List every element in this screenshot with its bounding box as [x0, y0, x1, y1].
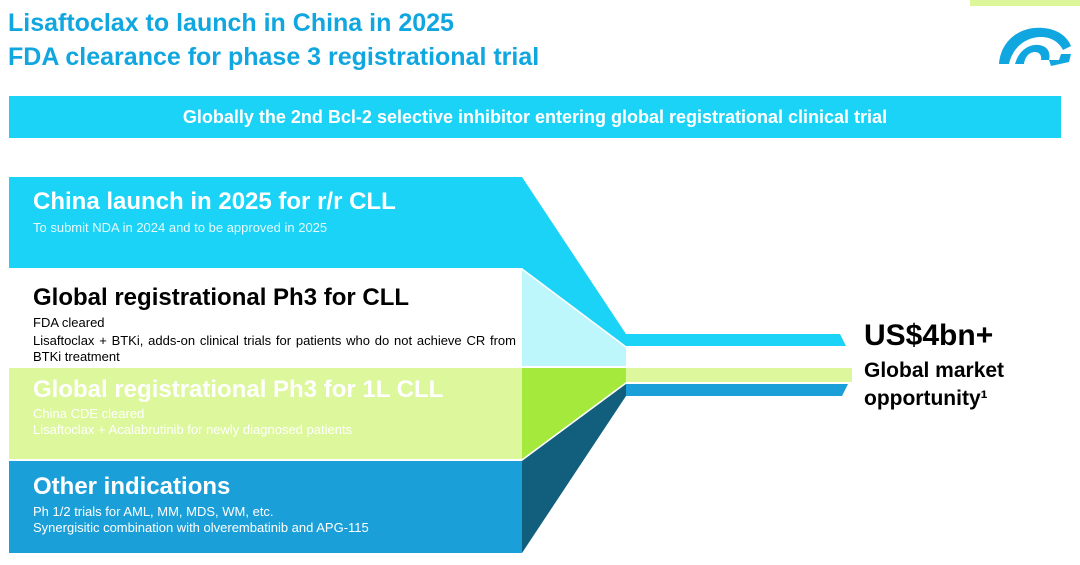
market-label: Global market opportunity¹: [864, 357, 1004, 413]
funnel-segment-4: [522, 384, 626, 553]
banner: Globally the 2nd Bcl-2 selective inhibit…: [9, 96, 1061, 138]
block-heading: Global registrational Ph3 for CLL: [33, 284, 410, 311]
page-title: Lisaftoclax to launch in China in 2025 F…: [8, 6, 539, 74]
funnel-bar-3: [626, 368, 852, 382]
title-line-2: FDA clearance for phase 3 registrational…: [8, 43, 540, 71]
market-value: US$4bn+: [864, 319, 994, 352]
block-line: Lisaftoclax + Acalabrutinib for newly di…: [33, 422, 353, 437]
block-line: FDA cleared: [33, 315, 105, 330]
funnel-segment-2: [522, 270, 626, 366]
market-label-line-1: Global market: [864, 359, 1005, 382]
block-line: Ph 1/2 trials for AML, MM, MDS, WM, etc.: [33, 504, 274, 519]
block-china-launch: China launch in 2025 for r/r CLL To subm…: [9, 177, 522, 268]
funnel-bar-1: [626, 334, 846, 346]
block-global-ph3-cll: Global registrational Ph3 for CLL FDA cl…: [9, 270, 522, 366]
block-heading: Other indications: [33, 473, 231, 500]
corner-accent-bar: [970, 0, 1080, 6]
title-line-1: Lisaftoclax to launch in China in 2025: [8, 9, 454, 37]
market-label-line-2: opportunity¹: [864, 387, 988, 410]
block-line: To submit NDA in 2024 and to be approved…: [33, 220, 328, 235]
funnel-bar-2: [626, 348, 846, 366]
block-other-indications: Other indications Ph 1/2 trials for AML,…: [9, 461, 522, 553]
block-global-ph3-1l-cll: Global registrational Ph3 for 1L CLL Chi…: [9, 368, 522, 459]
block-line: China CDE cleared: [33, 406, 145, 421]
block-line: Synergisitic combination with olverembat…: [33, 520, 369, 535]
block-line: Lisaftoclax + BTKi, adds-on clinical tri…: [33, 333, 516, 364]
block-heading: Global registrational Ph3 for 1L CLL: [33, 376, 444, 403]
block-heading: China launch in 2025 for r/r CLL: [33, 188, 396, 215]
funnel-bar-4: [626, 384, 848, 396]
funnel-segment-1: [522, 177, 626, 346]
company-logo-icon: [999, 27, 1071, 66]
funnel-segment-3: [522, 368, 626, 459]
